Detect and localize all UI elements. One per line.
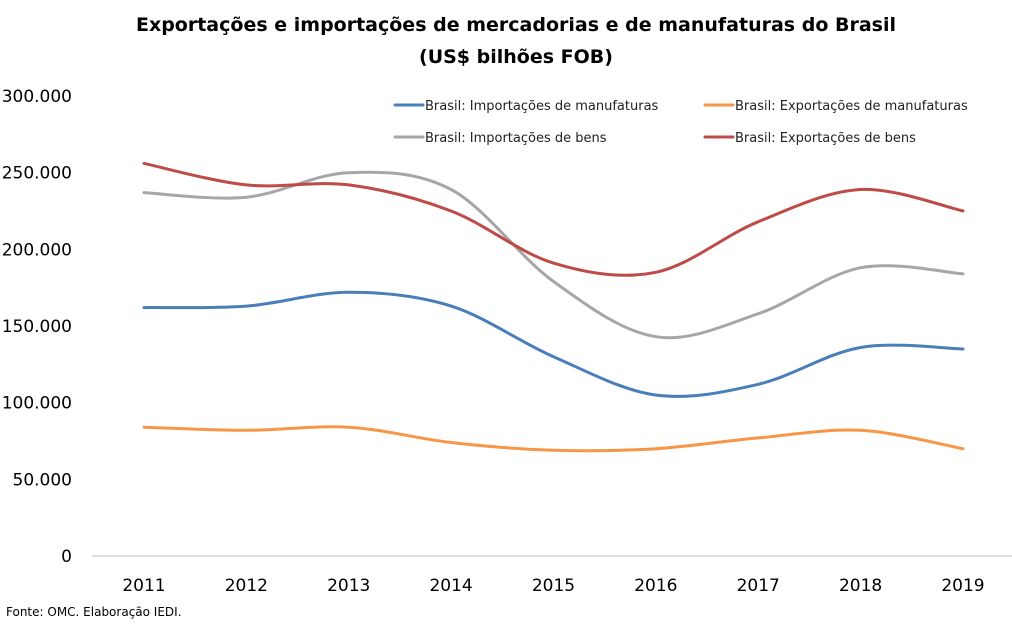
x-tick-label: 2014 [429,576,472,596]
y-tick-label: 150.000 [2,317,72,337]
x-axis-ticks: 2011 2012 2013 2014 2015 2016 2017 2018 2019 [122,576,984,596]
x-tick-label: 2016 [634,576,677,596]
y-axis-ticks: 0 50.000 100.000 150.000 200.000 250.000 300.0… [2,87,72,567]
y-tick-label: 100.000 [2,394,72,414]
series-lines [142,161,965,453]
legend-label: Brasil: Exportações de bens [735,131,916,146]
y-tick-label: 0 [61,547,72,567]
series-line-importacoes-de-bens [142,170,965,340]
y-tick-label: 300.000 [2,87,72,107]
x-tick-label: 2013 [327,576,370,596]
source-note: Fonte: OMC. Elaboração IEDI. [6,605,182,619]
series-line-exportacoes-de-manufaturas [142,425,965,453]
legend-label: Brasil: Exportações de manufaturas [735,99,968,114]
chart-subtitle: (US$ bilhões FOB) [419,46,613,68]
chart-title: Exportações e importações de mercadorias… [136,14,896,36]
x-tick-label: 2011 [122,576,165,596]
x-tick-label: 2012 [225,576,268,596]
y-tick-label: 250.000 [2,164,72,184]
series-line-exportacoes-de-bens [142,161,965,277]
y-tick-label: 50.000 [13,470,72,490]
x-tick-label: 2015 [532,576,575,596]
y-tick-label: 200.000 [2,240,72,260]
legend-label: Brasil: Importações de manufaturas [425,99,659,114]
series-line-importacoes-de-manufaturas [142,290,965,398]
legend-label: Brasil: Importações de bens [425,131,607,146]
legend: Brasil: Importações de manufaturas Brasil… [393,99,968,146]
x-tick-label: 2018 [839,576,882,596]
x-tick-label: 2017 [737,576,780,596]
x-tick-label: 2019 [941,576,984,596]
